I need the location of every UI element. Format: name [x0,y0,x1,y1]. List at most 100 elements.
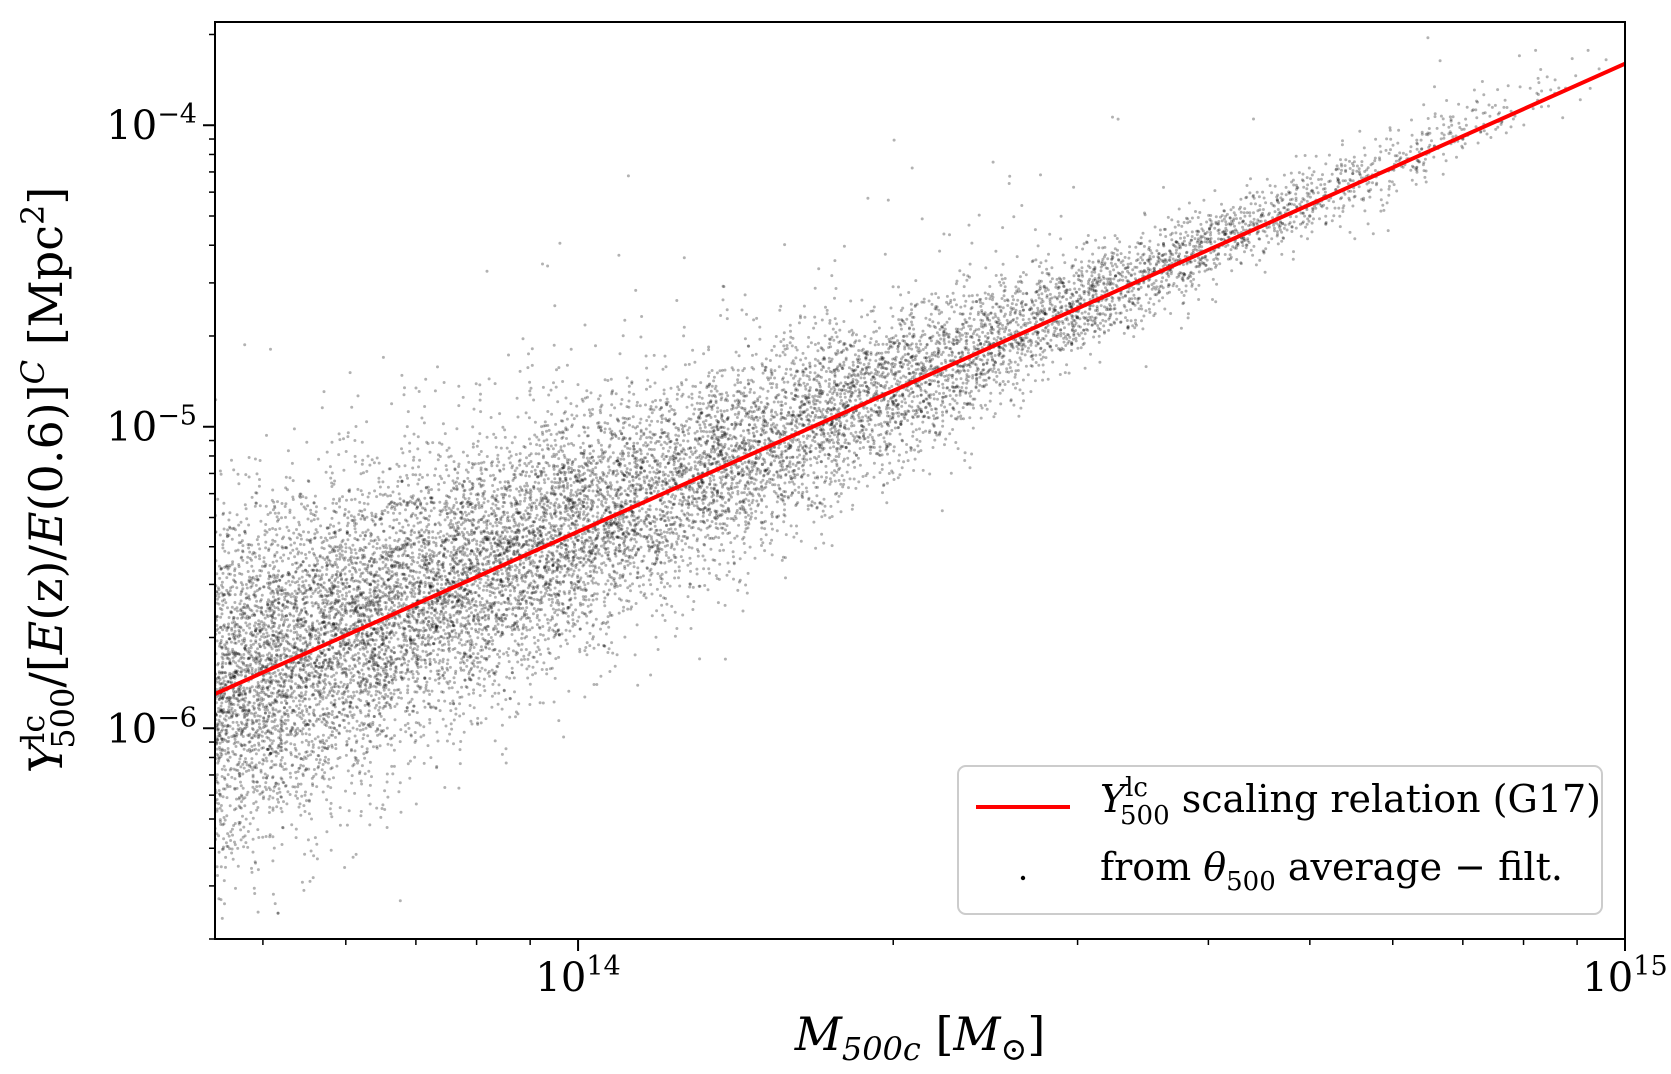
scatter-point [303,793,307,797]
scatter-point [549,604,553,607]
scatter-point [597,441,601,445]
scatter-point [702,567,706,571]
scatter-point [968,466,972,470]
scatter-point [675,515,679,519]
scatter-point [472,569,475,573]
scatter-point [1419,138,1423,142]
scatter-point [775,353,778,357]
scatter-point [333,615,337,619]
scatter-point [955,330,959,334]
scatter-point [817,267,821,271]
scatter-point [1240,241,1244,245]
scatter-point [424,688,428,692]
scatter-point [760,362,764,366]
scatter-point [803,315,807,319]
scatter-point [426,642,430,645]
scatter-point [951,381,955,385]
scatter-point [675,438,679,441]
scatter-point [413,755,417,759]
scatter-point [1203,232,1207,236]
scatter-point [438,550,442,554]
scatter-point [675,515,679,519]
scatter-point [752,391,756,395]
scatter-point [762,420,766,424]
scatter-point [330,766,334,770]
scatter-point [401,632,405,636]
scatter-point [439,625,442,629]
scatter-point [1083,366,1087,370]
scatter-point [545,672,549,676]
scatter-point [386,558,390,562]
scatter-point [447,474,451,478]
scatter-point [437,661,441,665]
scatter-point [446,549,450,553]
scatter-point [633,537,637,541]
scatter-point [585,641,589,645]
scatter-point [431,441,435,445]
scatter-point [312,501,316,505]
scatter-point [363,619,367,623]
scatter-point [539,590,543,594]
scatter-point [948,394,952,398]
scatter-point [257,718,261,722]
scatter-point [837,479,841,482]
scatter-point [1168,255,1172,259]
scatter-point [1050,296,1054,300]
scatter-point [1142,244,1146,248]
scatter-point [1197,283,1201,287]
scatter-point [506,545,510,549]
scatter-point [616,488,620,492]
scatter-point [801,363,805,367]
scatter-point [364,604,368,608]
scatter-point [673,560,677,564]
scatter-point [999,283,1003,287]
scatter-point [661,479,665,483]
scatter-point [1428,143,1432,147]
scatter-point [311,547,314,551]
scatter-point [417,556,421,560]
scatter-point [509,501,513,505]
scatter-point [981,302,985,306]
scatter-point [1409,168,1413,172]
scatter-point [321,763,325,766]
scatter-point [492,601,496,605]
scatter-point [1433,112,1437,116]
scatter-point [300,648,304,652]
scatter-point [368,760,372,764]
scatter-point [872,442,876,446]
scatter-point [238,757,242,761]
scatter-point [1011,382,1015,386]
scatter-point [442,534,446,538]
scatter-point [869,413,873,417]
scatter-point [552,472,556,476]
scatter-point [320,406,324,410]
scatter-point [759,386,763,390]
scatter-point [1176,220,1180,224]
scatter-point [685,537,689,541]
scatter-point [1482,129,1486,133]
scatter-point [413,581,417,585]
scatter-point [1182,236,1186,240]
scatter-point [323,771,327,775]
scatter-point [710,384,714,388]
scatter-point [577,615,581,619]
scatter-point [972,341,976,344]
scatter-point [573,511,577,515]
scatter-point [694,385,697,388]
scatter-point [1196,229,1200,233]
scatter-point [319,609,323,613]
scatter-point [340,607,344,611]
scatter-point [307,625,311,629]
scatter-point [686,499,690,503]
scatter-point [618,573,622,577]
scatter-point [1339,172,1343,175]
scatter-point [797,321,801,325]
scatter-point [500,752,504,756]
scatter-point [697,527,701,531]
scatter-point [790,427,794,431]
scatter-point [650,466,654,470]
scatter-point [299,542,302,546]
scatter-point [667,499,671,503]
scatter-point [385,556,389,560]
scatter-point [462,661,466,665]
